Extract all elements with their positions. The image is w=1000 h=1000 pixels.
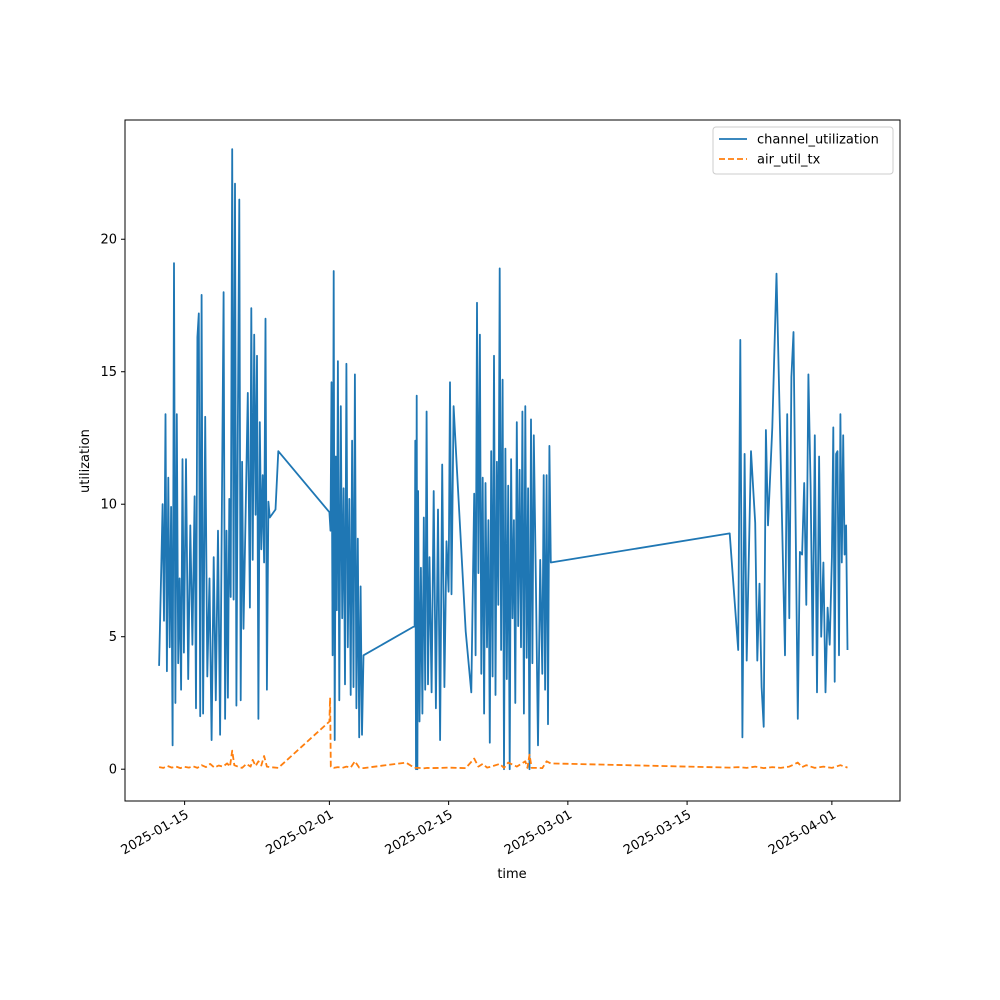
legend-box [712,126,894,175]
x-axis-title: time [497,867,526,882]
series-line-air-util-tx [158,696,848,770]
y-tick-label: 0 [109,763,117,778]
series-line-channel-utilization [158,148,849,771]
plot-frame [124,119,901,802]
legend: channel_utilization air_util_tx [712,126,894,175]
legend-label-air-util-tx: air_util_tx [757,153,821,168]
series-layer [158,148,849,771]
legend-label-channel-utilization: channel_utilization [757,133,879,148]
y-axis-title: utilization [78,429,93,493]
y-axis: 0 5 10 15 20 [100,233,125,778]
y-tick-label: 10 [100,498,117,513]
y-tick-label: 15 [100,365,117,380]
y-tick-label: 20 [100,233,117,248]
y-tick-label: 5 [109,630,117,645]
